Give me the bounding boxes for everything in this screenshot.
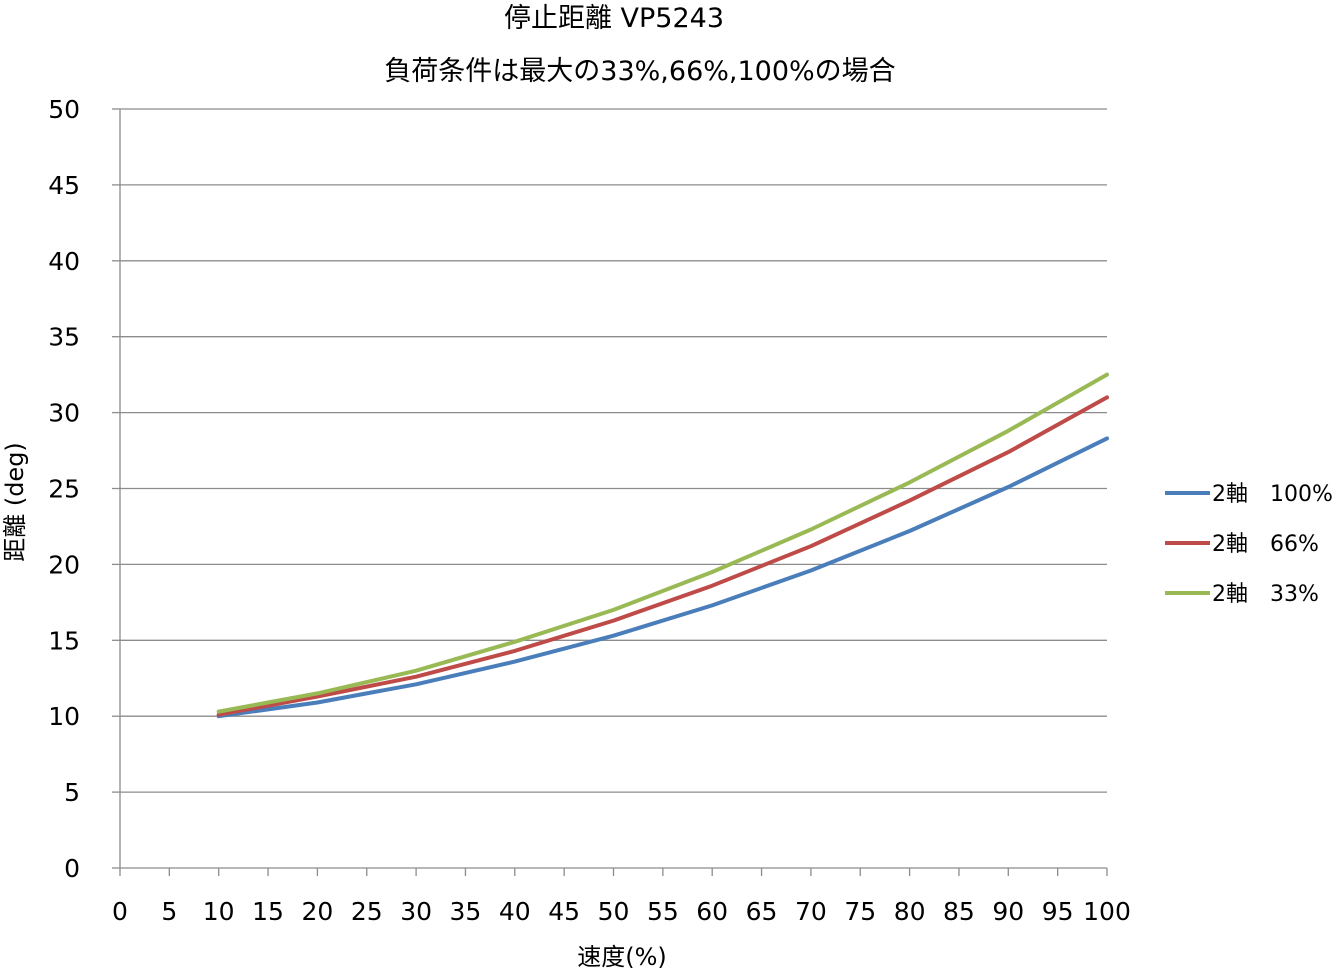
chart-title: 停止距離 VP5243	[504, 3, 724, 34]
x-tick-label-10: 10	[203, 897, 235, 926]
x-tick-label-65: 65	[746, 897, 778, 926]
y-tick-label-5: 5	[64, 778, 80, 807]
x-tick-label-80: 80	[894, 897, 926, 926]
x-tick-label-55: 55	[647, 897, 679, 926]
series-line-0	[216, 436, 1109, 719]
x-tick-label-30: 30	[400, 897, 432, 926]
y-tick-label-40: 40	[48, 247, 80, 276]
y-tick-label-10: 10	[48, 702, 80, 731]
y-tick-label-25: 25	[48, 475, 80, 504]
x-tick-label-90: 90	[992, 897, 1024, 926]
x-tick-label-45: 45	[548, 897, 580, 926]
legend: 2軸 100% 2軸 66% 2軸 33%	[1165, 482, 1333, 607]
y-tick-label-35: 35	[48, 323, 80, 352]
x-tick-label-0: 0	[112, 897, 128, 926]
x-tick-label-5: 5	[161, 897, 177, 926]
y-tick-label-0: 0	[64, 854, 80, 883]
x-tick-label-70: 70	[795, 897, 827, 926]
x-tick-label-100: 100	[1083, 897, 1131, 926]
x-tick-label-60: 60	[696, 897, 728, 926]
legend-label-0: 2軸 100%	[1212, 482, 1333, 507]
x-tick-label-20: 20	[301, 897, 333, 926]
x-tick-label-25: 25	[351, 897, 383, 926]
legend-label-1: 2軸 66%	[1212, 532, 1319, 557]
series-line-2	[216, 372, 1109, 714]
x-tick-label-35: 35	[450, 897, 482, 926]
x-axis-title: 速度(%)	[577, 943, 667, 971]
x-tick-label-50: 50	[598, 897, 630, 926]
x-tick-label-95: 95	[1042, 897, 1074, 926]
plot-area: 0 5 10 15 20 25 30 35 40 45 50 0 5 10 15 20 25 30 35 40 45 50…	[48, 95, 1131, 926]
legend-label-2: 2軸 33%	[1212, 582, 1319, 607]
y-axis-title: 距離 (deg)	[1, 442, 29, 562]
x-tick-label-40: 40	[499, 897, 531, 926]
y-tick-label-50: 50	[48, 95, 80, 124]
x-tick-label-85: 85	[943, 897, 975, 926]
series-line-1	[216, 395, 1109, 717]
y-tick-label-20: 20	[48, 550, 80, 579]
x-tick-label-75: 75	[844, 897, 876, 926]
y-tick-label-45: 45	[48, 171, 80, 200]
y-tick-label-30: 30	[48, 399, 80, 428]
chart-subtitle: 負荷条件は最大の33%,66%,100%の場合	[384, 56, 895, 87]
x-tick-label-15: 15	[252, 897, 284, 926]
y-tick-label-15: 15	[48, 626, 80, 655]
